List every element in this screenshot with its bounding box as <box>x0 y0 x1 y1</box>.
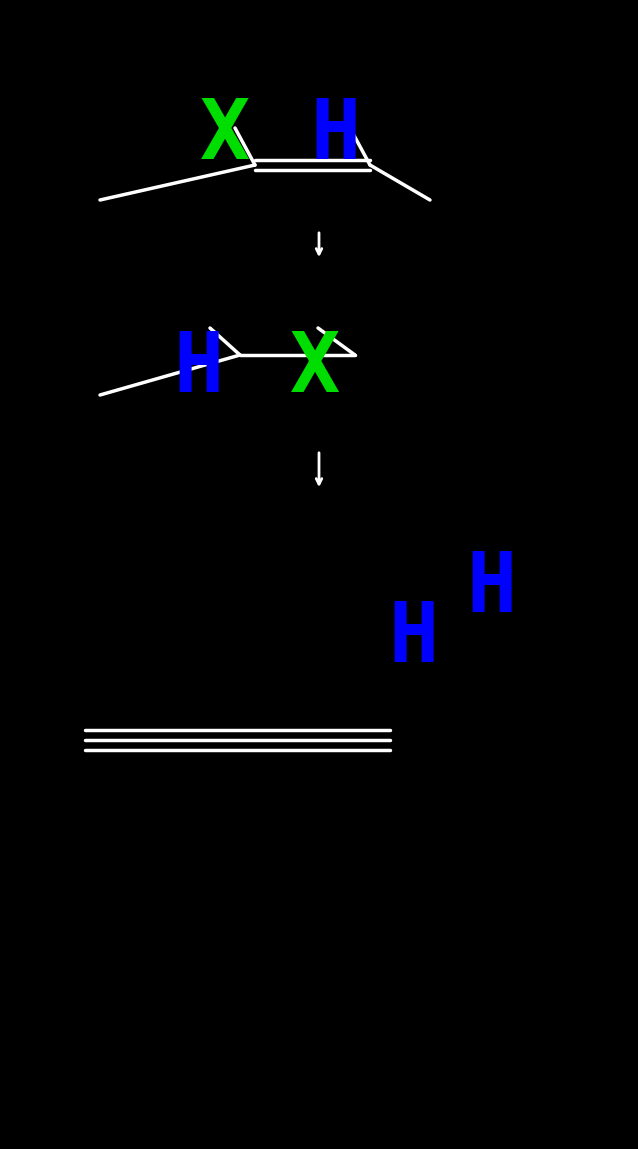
Text: H: H <box>466 548 516 629</box>
Text: H: H <box>173 327 223 409</box>
Text: X: X <box>200 95 250 176</box>
Text: H: H <box>310 95 360 176</box>
Text: H: H <box>388 597 438 679</box>
Text: X: X <box>290 327 340 409</box>
